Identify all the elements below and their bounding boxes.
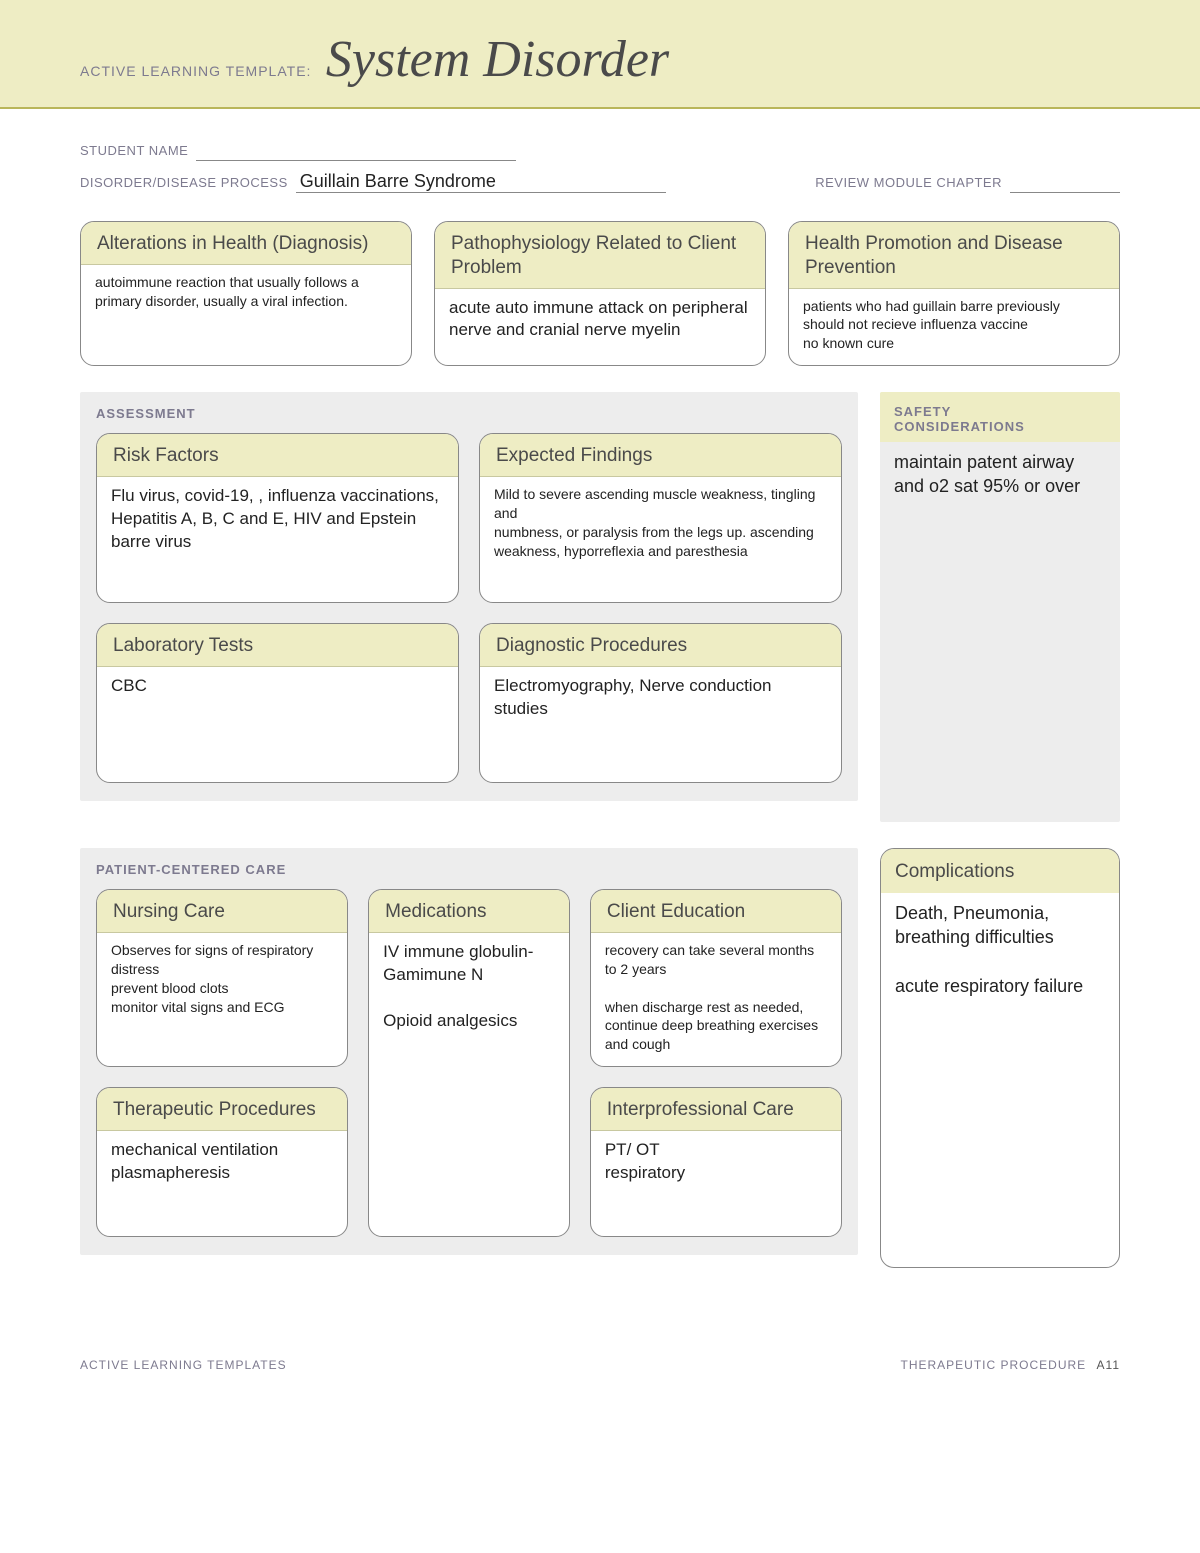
card-body: mechanical ventilation plasmapheresis xyxy=(97,1131,347,1197)
page-footer: ACTIVE LEARNING TEMPLATES THERAPEUTIC PR… xyxy=(0,1288,1200,1402)
top-boxes-row: Alterations in Health (Diagnosis) autoim… xyxy=(80,221,1120,366)
card-body: Flu virus, covid-19, , influenza vaccina… xyxy=(97,477,458,566)
card-title: Therapeutic Procedures xyxy=(97,1088,347,1131)
student-name-label: STUDENT NAME xyxy=(80,143,188,158)
card-body: recovery can take several months to 2 ye… xyxy=(591,933,841,1066)
disorder-label: DISORDER/DISEASE PROCESS xyxy=(80,175,288,190)
alterations-card: Alterations in Health (Diagnosis) autoim… xyxy=(80,221,412,366)
therapeutic-procedures-card: Therapeutic Procedures mechanical ventil… xyxy=(96,1087,348,1237)
risk-factors-card: Risk Factors Flu virus, covid-19, , infl… xyxy=(96,433,459,603)
card-body: patients who had guillain barre previous… xyxy=(789,289,1119,366)
card-title: Nursing Care xyxy=(97,890,347,933)
health-promotion-card: Health Promotion and Disease Prevention … xyxy=(788,221,1120,366)
client-education-card: Client Education recovery can take sever… xyxy=(590,889,842,1067)
student-name-row: STUDENT NAME xyxy=(80,139,1120,161)
nursing-care-card: Nursing Care Observes for signs of respi… xyxy=(96,889,348,1067)
page-number: A11 xyxy=(1097,1358,1120,1372)
pcc-section: PATIENT-CENTERED CARE Nursing Care Obser… xyxy=(80,848,858,1255)
card-title: Risk Factors xyxy=(97,434,458,477)
card-body: Observes for signs of respiratory distre… xyxy=(97,933,347,1029)
card-body: autoimmune reaction that usually follows… xyxy=(81,265,411,323)
card-title: Client Education xyxy=(591,890,841,933)
template-title: System Disorder xyxy=(326,30,669,89)
card-title: Diagnostic Procedures xyxy=(480,624,841,667)
assessment-label: ASSESSMENT xyxy=(96,406,842,421)
card-title: Medications xyxy=(369,890,569,933)
disorder-field[interactable]: Guillain Barre Syndrome xyxy=(296,171,666,193)
content-area: STUDENT NAME DISORDER/DISEASE PROCESS Gu… xyxy=(0,109,1200,1288)
pathophysiology-card: Pathophysiology Related to Client Proble… xyxy=(434,221,766,366)
safety-body: maintain patent airway and o2 sat 95% or… xyxy=(880,442,1120,513)
card-title: Health Promotion and Disease Prevention xyxy=(789,222,1119,289)
card-title: Pathophysiology Related to Client Proble… xyxy=(435,222,765,289)
student-name-field[interactable] xyxy=(196,139,516,161)
expected-findings-card: Expected Findings Mild to severe ascendi… xyxy=(479,433,842,603)
pcc-complications-grid: PATIENT-CENTERED CARE Nursing Care Obser… xyxy=(80,848,1120,1268)
review-field[interactable] xyxy=(1010,171,1120,193)
complications-title: Complications xyxy=(881,849,1119,893)
page-header: ACTIVE LEARNING TEMPLATE: System Disorde… xyxy=(0,0,1200,109)
card-body: CBC xyxy=(97,667,458,710)
diagnostic-procedures-card: Diagnostic Procedures Electromyography, … xyxy=(479,623,842,783)
footer-right: THERAPEUTIC PROCEDURE A11 xyxy=(901,1358,1121,1372)
lab-tests-card: Laboratory Tests CBC xyxy=(96,623,459,783)
card-body: PT/ OT respiratory xyxy=(591,1131,841,1197)
card-body: Mild to severe ascending muscle weakness… xyxy=(480,477,841,573)
complications-body: Death, Pneumonia, breathing difficulties… xyxy=(881,893,1119,1012)
medications-card: Medications IV immune globulin-Gamimune … xyxy=(368,889,570,1237)
complications-card: Complications Death, Pneumonia, breathin… xyxy=(880,848,1120,1268)
card-title: Interprofessional Care xyxy=(591,1088,841,1131)
disorder-row: DISORDER/DISEASE PROCESS Guillain Barre … xyxy=(80,171,1120,193)
card-title: Laboratory Tests xyxy=(97,624,458,667)
card-body: acute auto immune attack on peripheral n… xyxy=(435,289,765,355)
card-title: Expected Findings xyxy=(480,434,841,477)
card-body: Electromyography, Nerve conduction studi… xyxy=(480,667,841,733)
assessment-section: ASSESSMENT Risk Factors Flu virus, covid… xyxy=(80,392,858,801)
review-label: REVIEW MODULE CHAPTER xyxy=(815,175,1002,190)
pcc-label: PATIENT-CENTERED CARE xyxy=(96,862,842,877)
safety-card: SAFETY CONSIDERATIONS maintain patent ai… xyxy=(880,392,1120,822)
safety-label: SAFETY CONSIDERATIONS xyxy=(880,392,1120,442)
footer-left: ACTIVE LEARNING TEMPLATES xyxy=(80,1358,287,1372)
template-prefix: ACTIVE LEARNING TEMPLATE: xyxy=(80,63,311,79)
assessment-safety-grid: ASSESSMENT Risk Factors Flu virus, covid… xyxy=(80,392,1120,822)
interprofessional-care-card: Interprofessional Care PT/ OT respirator… xyxy=(590,1087,842,1237)
card-title: Alterations in Health (Diagnosis) xyxy=(81,222,411,265)
card-body: IV immune globulin-Gamimune N Opioid ana… xyxy=(369,933,569,1045)
